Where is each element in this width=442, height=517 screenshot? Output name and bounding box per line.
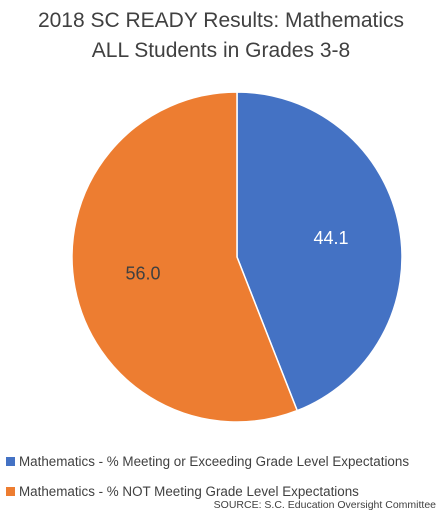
data-label-meeting: 44.1 (314, 228, 349, 248)
pie-slice-not-meeting (71, 91, 299, 423)
pie-chart: 44.1 56.0 (71, 91, 403, 423)
legend-label-meeting: Mathematics - % Meeting or Exceeding Gra… (19, 453, 410, 469)
legend-item-meeting: Mathematics - % Meeting or Exceeding Gra… (6, 451, 409, 471)
chart-subtitle: ALL Students in Grades 3-8 (91, 39, 351, 62)
legend-swatch-meeting (6, 456, 15, 466)
chart-title: 2018 SC READY Results: Mathematics (37, 9, 405, 32)
legend-item-not-meeting: Mathematics - % NOT Meeting Grade Level … (6, 481, 409, 501)
legend-label-not-meeting: Mathematics - % NOT Meeting Grade Level … (19, 483, 359, 499)
data-label-not-meeting: 56.0 (125, 264, 160, 284)
chart-legend: Mathematics - % Meeting or Exceeding Gra… (6, 451, 409, 511)
source-note: SOURCE: S.C. Education Oversight Committ… (213, 499, 436, 511)
chart-title-block: 2018 SC READY Results: Mathematics ALL S… (0, 6, 442, 66)
pie-slice-meeting (236, 91, 403, 412)
legend-swatch-not-meeting (6, 486, 15, 496)
